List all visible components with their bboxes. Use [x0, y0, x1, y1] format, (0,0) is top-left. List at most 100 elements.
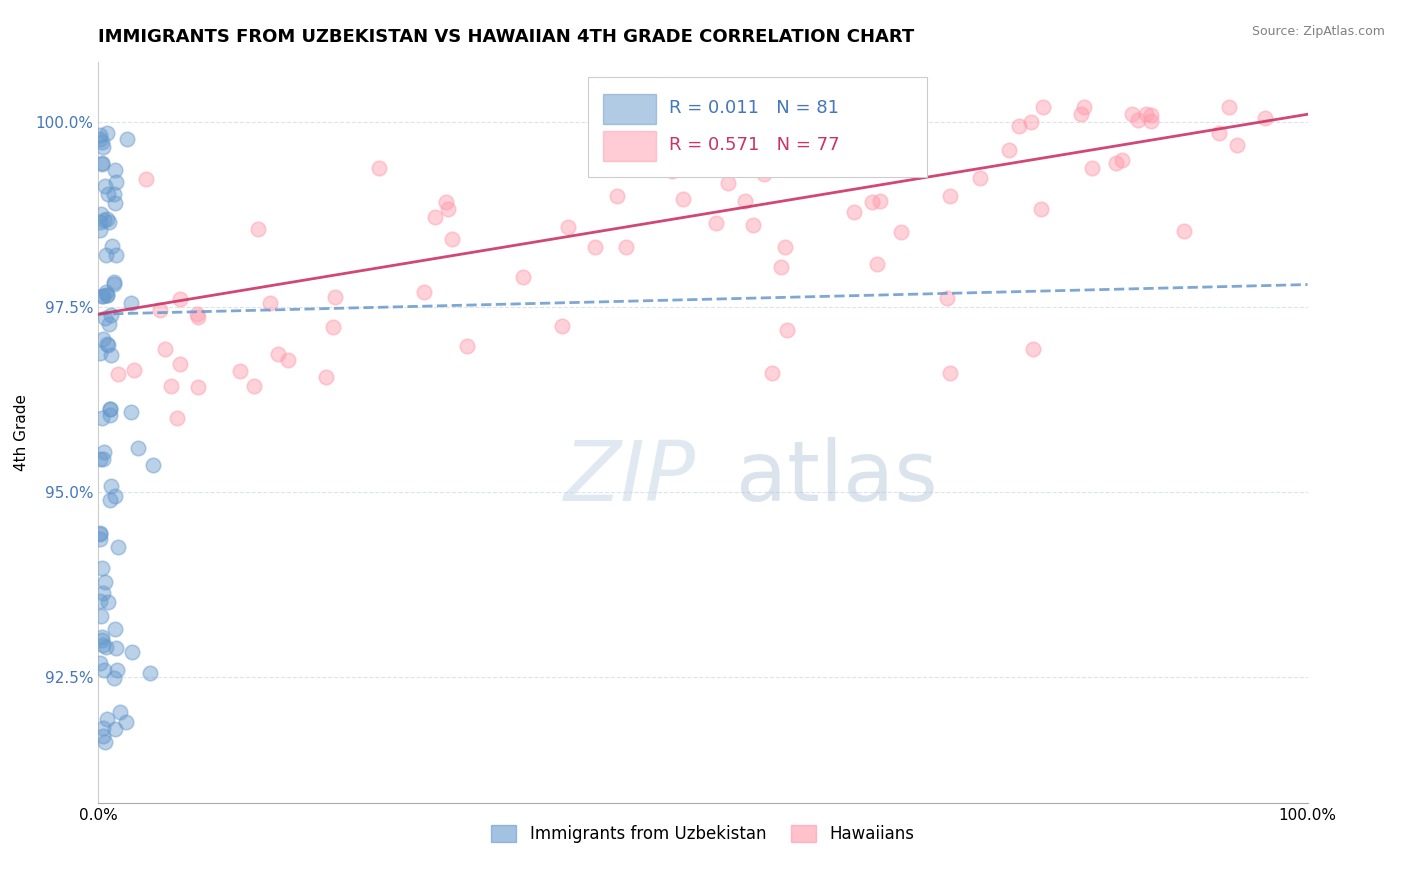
Point: [103, 275, 125, 289]
Point: [96, 640, 118, 655]
Point: [423, 211, 446, 225]
Point: [96, 211, 118, 226]
Point: [91, 630, 114, 644]
Point: [98, 401, 121, 416]
Point: [94, 248, 117, 262]
Point: [89, 132, 111, 146]
Point: [456, 338, 478, 352]
Point: [1111, 153, 1133, 167]
Point: [89, 525, 111, 540]
Point: [889, 115, 911, 129]
Point: [94, 179, 117, 194]
Point: [93, 140, 115, 154]
Point: [107, 368, 129, 382]
Point: [97, 186, 120, 201]
Point: [89, 527, 111, 541]
Point: [776, 323, 799, 337]
Point: [259, 295, 281, 310]
Point: [90, 207, 112, 221]
Point: [103, 187, 125, 202]
Point: [91, 451, 114, 466]
Point: [1070, 107, 1092, 121]
Text: R = 0.571   N = 77: R = 0.571 N = 77: [669, 136, 839, 154]
Point: [186, 307, 208, 321]
Point: [89, 128, 111, 142]
Point: [1022, 342, 1045, 356]
Point: [100, 479, 122, 493]
Point: [1080, 161, 1102, 175]
Point: [1008, 120, 1031, 134]
Point: [107, 540, 129, 554]
Point: [114, 714, 136, 729]
Point: [277, 353, 299, 368]
Point: [661, 164, 683, 178]
Point: [1105, 155, 1128, 169]
Point: [890, 225, 912, 239]
Point: [1226, 138, 1249, 153]
Point: [89, 532, 111, 546]
Point: [90, 609, 112, 624]
Point: [104, 248, 127, 262]
Point: [96, 337, 118, 351]
Point: [120, 405, 142, 419]
Point: [166, 410, 188, 425]
Point: [97, 595, 120, 609]
Point: [89, 594, 111, 608]
Point: [441, 232, 464, 246]
Point: [844, 205, 866, 219]
Point: [100, 239, 122, 253]
Point: [97, 214, 120, 228]
Point: [91, 332, 114, 346]
Point: [89, 656, 111, 670]
Point: [91, 730, 114, 744]
Point: [935, 291, 957, 305]
Point: [229, 364, 252, 378]
Point: [1173, 225, 1195, 239]
Point: [938, 367, 960, 381]
Point: [169, 357, 191, 371]
Point: [860, 194, 883, 209]
Point: [998, 143, 1021, 157]
Point: [368, 161, 391, 175]
Point: [1019, 114, 1042, 128]
Point: [557, 219, 579, 234]
Point: [939, 189, 962, 203]
Point: [96, 126, 118, 140]
Point: [187, 310, 209, 324]
Point: [717, 176, 740, 190]
Point: [412, 285, 434, 299]
Point: [105, 664, 128, 678]
Point: [1254, 111, 1277, 125]
Point: [91, 289, 114, 303]
Point: [796, 123, 818, 137]
Point: [94, 285, 117, 300]
FancyBboxPatch shape: [588, 78, 927, 178]
Legend: Immigrants from Uzbekistan, Hawaiians: Immigrants from Uzbekistan, Hawaiians: [485, 819, 921, 850]
Point: [865, 257, 887, 271]
Point: [869, 194, 891, 208]
Point: [93, 663, 115, 677]
Point: [90, 411, 112, 425]
Text: IMMIGRANTS FROM UZBEKISTAN VS HAWAIIAN 4TH GRADE CORRELATION CHART: IMMIGRANTS FROM UZBEKISTAN VS HAWAIIAN 4…: [98, 28, 915, 45]
Point: [127, 441, 149, 455]
Point: [100, 308, 122, 322]
Point: [98, 408, 121, 422]
Point: [169, 292, 191, 306]
Point: [97, 337, 120, 351]
Text: ZIP: ZIP: [564, 436, 696, 517]
Point: [969, 171, 991, 186]
Point: [93, 586, 115, 600]
Point: [93, 445, 115, 459]
Point: [583, 240, 606, 254]
Point: [159, 378, 181, 392]
Point: [89, 451, 111, 466]
Point: [1135, 107, 1157, 121]
Point: [512, 269, 534, 284]
Point: [97, 317, 120, 331]
Point: [434, 194, 457, 209]
Point: [96, 287, 118, 301]
Text: R = 0.011   N = 81: R = 0.011 N = 81: [669, 99, 839, 118]
Point: [120, 296, 142, 310]
Point: [153, 342, 176, 356]
Point: [104, 622, 127, 636]
